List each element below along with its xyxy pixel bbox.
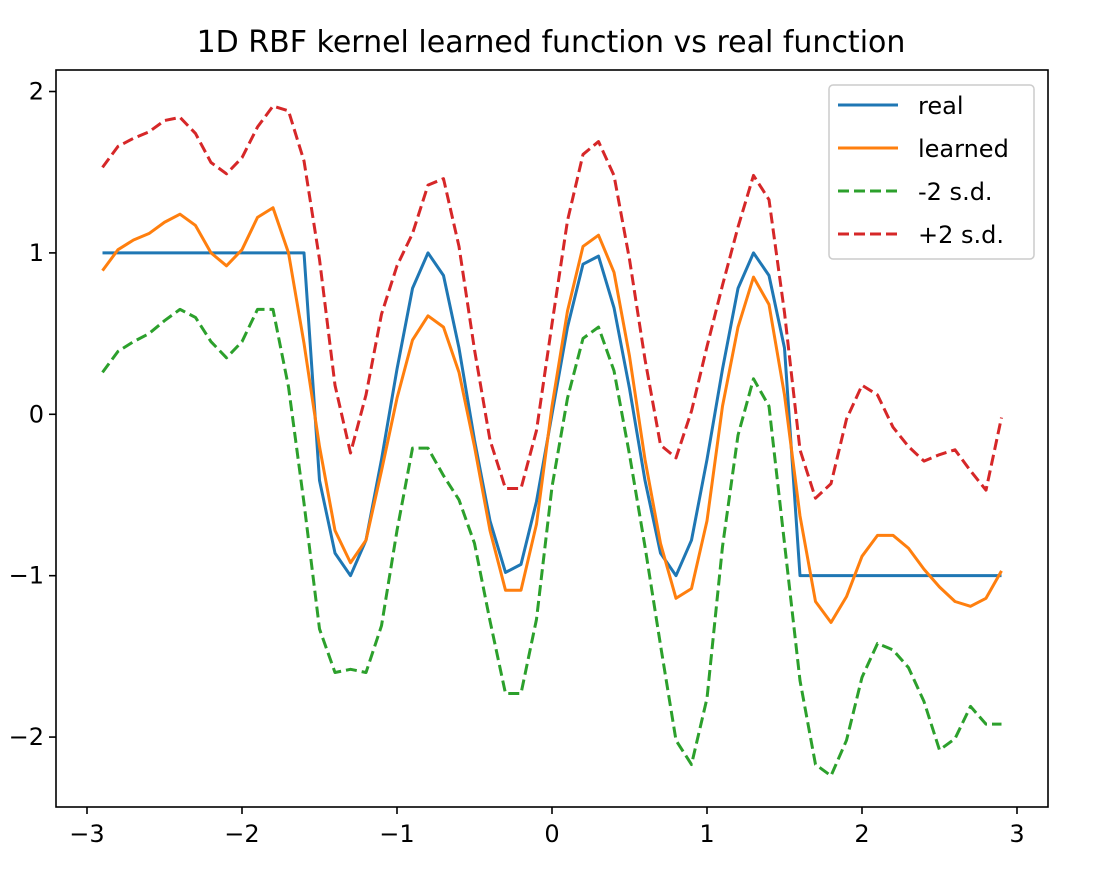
x-tick-label: 2 <box>854 820 869 848</box>
legend-label: learned <box>918 135 1009 163</box>
chart-title: 1D RBF kernel learned function vs real f… <box>197 25 906 60</box>
legend-label: -2 s.d. <box>918 178 993 206</box>
x-tick-label: −1 <box>379 820 414 848</box>
x-tick-label: 3 <box>1009 820 1024 848</box>
x-tick-label: 1 <box>699 820 714 848</box>
series-line-2-s-d <box>101 307 1002 778</box>
y-tick-label: −2 <box>9 723 44 751</box>
x-tick-label: 0 <box>544 820 559 848</box>
y-axis: −2 −1 0 1 2 <box>9 78 56 751</box>
y-tick-label: 0 <box>29 400 44 428</box>
legend-box <box>828 84 1035 260</box>
legend-label: +2 s.d. <box>918 221 1004 249</box>
legend-label: real <box>918 92 963 120</box>
x-tick-label: −2 <box>224 820 259 848</box>
y-tick-label: 2 <box>29 78 44 106</box>
y-tick-label: 1 <box>29 239 44 267</box>
legend: real learned -2 s.d. +2 s.d. <box>828 84 1035 260</box>
series-layer <box>101 104 1003 778</box>
y-tick-label: −1 <box>9 562 44 590</box>
series-line-2-s-d <box>101 104 1003 500</box>
series-line-learned <box>101 206 1003 624</box>
x-axis: −3 −2 −1 0 1 2 3 <box>69 807 1025 848</box>
x-tick-label: −3 <box>69 820 104 848</box>
